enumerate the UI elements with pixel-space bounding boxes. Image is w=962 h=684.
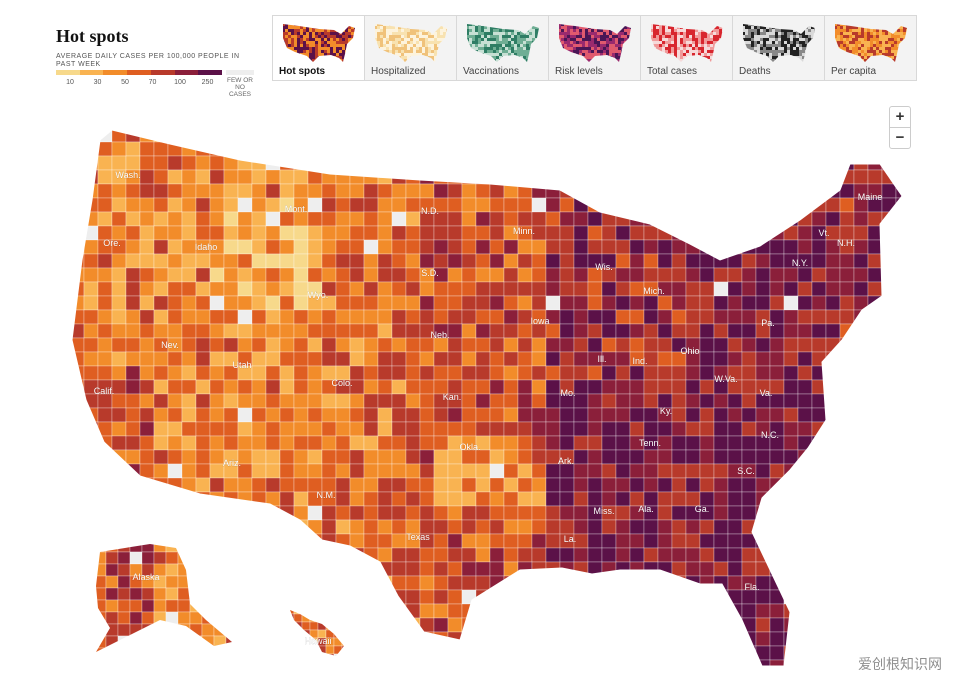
tab-label: Deaths — [739, 66, 771, 77]
state-label-wva: W.Va. — [714, 374, 737, 384]
legend-nodata-label: FEW OR NO CASES — [227, 77, 253, 98]
state-label-mich: Mich. — [643, 286, 665, 296]
state-label-nd: N.D. — [421, 206, 439, 216]
state-label-pa: Pa. — [761, 318, 775, 328]
legend-title: Hot spots — [56, 26, 129, 46]
tab-thumbnail-map — [651, 24, 723, 62]
tab-label: Hot spots — [279, 66, 326, 77]
state-label-mo: Mo. — [560, 388, 575, 398]
tab-per-capita[interactable]: Per capita — [825, 16, 916, 80]
state-label-kan: Kan. — [443, 392, 462, 402]
state-label-va: Va. — [760, 388, 773, 398]
state-label-utah: Utah — [232, 360, 251, 370]
state-label-nev: Nev. — [161, 340, 179, 350]
legend-tick: 30 — [93, 79, 102, 86]
tab-hot-spots[interactable]: Hot spots — [273, 16, 365, 80]
legend-swatch — [174, 70, 199, 75]
legend-tick: 50 — [121, 79, 129, 86]
tab-thumbnail-map — [743, 24, 815, 62]
hawaii-counties[interactable] — [286, 606, 350, 662]
state-label-la: La. — [564, 534, 577, 544]
tab-thumbnail-map — [375, 24, 447, 62]
state-label-vt: Vt. — [818, 228, 829, 238]
state-label-iowa: Iowa — [530, 316, 549, 326]
zoom-in-button[interactable]: + — [895, 108, 905, 125]
state-label-wis: Wis. — [595, 262, 613, 272]
state-label-calif: Calif. — [94, 386, 115, 396]
legend: Hot spots AVERAGE DAILY CASES PER 100,00… — [56, 26, 266, 98]
state-label-mont: Mont. — [285, 204, 308, 214]
state-label-colo: Colo. — [331, 378, 352, 388]
tab-thumbnail-map — [467, 24, 539, 62]
state-label-minn: Minn. — [513, 226, 535, 236]
state-label-ky: Ky. — [660, 406, 672, 416]
state-label-ark: Ark. — [558, 456, 574, 466]
legend-ticks: 10 30 50 70 100 250 — [56, 79, 222, 89]
tab-risk-levels[interactable]: Risk levels — [549, 16, 641, 80]
legend-swatch — [150, 70, 175, 75]
state-label-ny: N.Y. — [792, 258, 808, 268]
state-label-sd: S.D. — [421, 268, 439, 278]
state-label-alaska: Alaska — [132, 572, 159, 582]
legend-tick: 10 — [66, 79, 74, 86]
legend-color-scale — [56, 70, 223, 75]
state-labels: Wash. Ore. Calif. Nev. Idaho Mont. Wyo. Utah Ari… — [94, 170, 883, 646]
state-label-fla: Fla. — [744, 582, 759, 592]
lower48-counties[interactable] — [70, 128, 910, 674]
state-label-okla: Okla. — [459, 442, 480, 452]
state-label-wyo: Wyo. — [308, 290, 328, 300]
state-label-texas: Texas — [406, 532, 430, 542]
tab-deaths[interactable]: Deaths — [733, 16, 825, 80]
legend-swatch — [198, 70, 223, 75]
state-label-ohio: Ohio — [680, 346, 699, 356]
tab-label: Per capita — [831, 66, 877, 77]
state-label-ala: Ala. — [638, 504, 654, 514]
state-label-ore: Ore. — [103, 238, 121, 248]
tab-label: Total cases — [647, 66, 698, 77]
state-label-ill: Ill. — [598, 354, 607, 364]
watermark: 爱创根知识网 — [858, 656, 942, 672]
alaska-counties[interactable] — [94, 540, 238, 660]
zoom-controls: + − — [889, 106, 911, 149]
state-label-sc: S.C. — [737, 466, 755, 476]
state-label-neb: Neb. — [430, 330, 449, 340]
legend-swatch — [79, 70, 104, 75]
legend-tick: 70 — [148, 79, 157, 86]
legend-swatch — [127, 70, 151, 75]
state-label-miss: Miss. — [594, 506, 615, 516]
state-label-nc: N.C. — [761, 430, 779, 440]
map-type-tabs: Hot spots Hospitalized Vaccinations Risk le… — [272, 15, 917, 81]
state-label-nm: N.M. — [317, 490, 336, 500]
legend-subtitle: AVERAGE DAILY CASES PER 100,000 PEOPLE I… — [56, 53, 240, 68]
state-label-wash: Wash. — [115, 170, 140, 180]
state-label-ariz: Ariz. — [223, 458, 241, 468]
tab-total-cases[interactable]: Total cases — [641, 16, 733, 80]
legend-swatch — [103, 70, 128, 75]
state-label-nh: N.H. — [837, 238, 855, 248]
tab-hospitalized[interactable]: Hospitalized — [365, 16, 457, 80]
tab-label: Vaccinations — [463, 66, 519, 77]
legend-swatch — [56, 70, 80, 75]
legend-nodata-swatch — [226, 70, 254, 75]
tab-thumbnail-map — [559, 24, 631, 62]
state-label-tenn: Tenn. — [639, 438, 661, 448]
tab-thumbnail-map — [835, 24, 907, 62]
lower48-outline — [71, 129, 903, 667]
state-label-idaho: Idaho — [195, 242, 218, 252]
state-label-maine: Maine — [858, 192, 883, 202]
tab-vaccinations[interactable]: Vaccinations — [457, 16, 549, 80]
legend-tick: 100 — [174, 79, 186, 86]
us-county-map[interactable]: Wash. Ore. Calif. Nev. Idaho Mont. Wyo. Utah Ari… — [0, 100, 962, 684]
zoom-out-button[interactable]: − — [890, 127, 910, 148]
state-label-ga: Ga. — [695, 504, 710, 514]
state-label-hawaii: Hawaii — [304, 636, 331, 646]
tab-label: Hospitalized — [371, 66, 426, 77]
state-label-ind: Ind. — [632, 356, 647, 366]
tab-thumbnail-map — [283, 24, 355, 62]
tab-label: Risk levels — [555, 66, 603, 77]
legend-tick: 250 — [201, 79, 214, 86]
